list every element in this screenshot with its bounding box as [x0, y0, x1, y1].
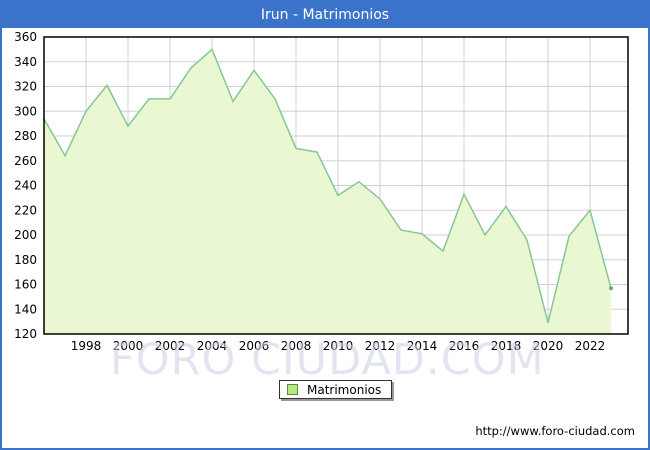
svg-text:240: 240	[14, 179, 37, 193]
svg-text:2000: 2000	[113, 339, 144, 353]
svg-text:160: 160	[14, 278, 37, 292]
svg-text:2006: 2006	[239, 339, 270, 353]
svg-text:2012: 2012	[365, 339, 396, 353]
svg-text:2022: 2022	[575, 339, 606, 353]
svg-text:1998: 1998	[71, 339, 102, 353]
svg-text:2008: 2008	[281, 339, 312, 353]
svg-text:2004: 2004	[197, 339, 228, 353]
y-axis-labels: 360 340 320 300 280 260 240 220 200 180 160 140 120	[14, 30, 37, 341]
legend-swatch-icon	[287, 384, 298, 395]
svg-text:360: 360	[14, 30, 37, 44]
svg-text:2014: 2014	[407, 339, 438, 353]
svg-text:340: 340	[14, 55, 37, 69]
x-axis-labels: 1998 2000 2002 2004 2006 2008 2010 2012 2014 2016…	[71, 339, 606, 353]
svg-text:220: 220	[14, 203, 37, 217]
svg-text:2020: 2020	[533, 339, 564, 353]
svg-text:140: 140	[14, 302, 37, 316]
svg-text:200: 200	[14, 228, 37, 242]
svg-text:120: 120	[14, 327, 37, 341]
source-url: http://www.foro-ciudad.com	[475, 424, 635, 438]
plot-border	[43, 36, 629, 335]
svg-text:300: 300	[14, 104, 37, 118]
legend-label: Matrimonios	[307, 382, 382, 397]
legend-box: Matrimonios	[279, 380, 393, 399]
svg-text:260: 260	[14, 154, 37, 168]
svg-text:280: 280	[14, 129, 37, 143]
area-series	[43, 48, 613, 335]
title-bar: Irun - Matrimonios	[2, 2, 648, 28]
svg-text:2002: 2002	[155, 339, 186, 353]
svg-text:2010: 2010	[323, 339, 354, 353]
svg-text:2016: 2016	[449, 339, 480, 353]
svg-text:2018: 2018	[491, 339, 522, 353]
svg-text:180: 180	[14, 253, 37, 267]
svg-text:320: 320	[14, 80, 37, 94]
page-title: Irun - Matrimonios	[260, 7, 390, 23]
